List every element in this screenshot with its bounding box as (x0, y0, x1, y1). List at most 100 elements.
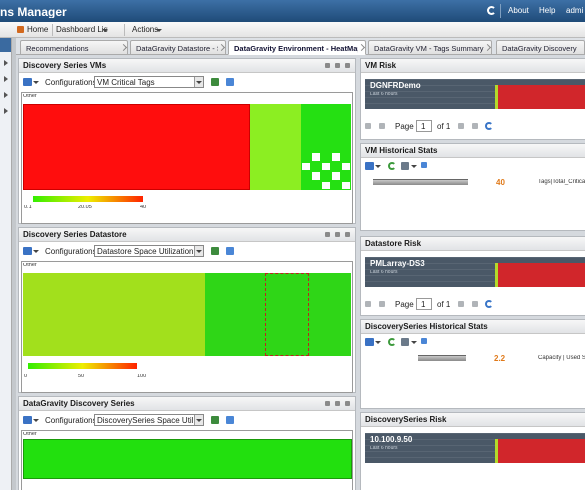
panel-tool[interactable] (325, 63, 330, 68)
tab-close[interactable] (357, 43, 366, 52)
panel-tool[interactable] (335, 401, 340, 406)
pager-nav[interactable] (365, 301, 371, 307)
option-icon[interactable] (421, 338, 427, 344)
dropdown-arrow (411, 165, 417, 168)
home-button[interactable]: Home (27, 26, 49, 34)
header-link[interactable]: admi (566, 7, 584, 15)
panel-tool[interactable] (345, 401, 350, 406)
config-select[interactable]: Datastore Space Utilization (94, 245, 204, 257)
panel-tool[interactable] (345, 232, 350, 237)
tab[interactable]: DataGravity Environment - HeatMaps (228, 40, 366, 55)
refresh-icon[interactable] (388, 162, 396, 170)
top-header: ns Manager About Help admi (0, 0, 585, 22)
config-select[interactable]: DiscoverySeries Space Utilizati (94, 414, 204, 426)
panel-title: VM Historical Stats (365, 147, 438, 155)
risk-ok (495, 439, 498, 463)
dropdown-arrow (33, 250, 39, 253)
panel-tool[interactable] (335, 63, 340, 68)
dropdown-arrow (156, 29, 162, 32)
dashboard-list-menu[interactable]: Dashboard List (56, 26, 108, 34)
configure-icon[interactable] (365, 338, 374, 346)
tab[interactable]: Recommendations (20, 40, 128, 55)
heatmap-group-label: Other (23, 432, 37, 437)
time-icon[interactable] (401, 338, 409, 346)
legend-tick: 100 (137, 374, 147, 379)
pager-nav[interactable] (379, 301, 385, 307)
tab-close[interactable] (217, 43, 226, 52)
panel-tool[interactable] (325, 232, 330, 237)
config-label: Configurations: (45, 248, 95, 256)
config-select[interactable]: VM Critical Tags (94, 76, 204, 88)
pager-nav[interactable] (472, 301, 478, 307)
dropdown-arrow (196, 419, 202, 422)
stat-metric: Capacity | Used Sp (538, 355, 585, 361)
panel-tool[interactable] (345, 63, 350, 68)
dropdown-arrow (196, 81, 202, 84)
pager-nav[interactable] (472, 123, 478, 129)
chart-period: Last 6 hours (370, 446, 398, 451)
configure-icon[interactable] (23, 247, 32, 255)
chart-period: Last 6 hours (370, 270, 398, 275)
tab-label: Recommendations (26, 45, 89, 53)
panel: DiscoverySeries Historical Stats 2.2 Capac… (360, 319, 585, 409)
refresh-icon[interactable] (487, 6, 496, 15)
tab[interactable]: DataGravity Datastore - Summary (130, 40, 226, 55)
page-total: of 1 (437, 123, 451, 131)
configure-icon[interactable] (23, 78, 32, 86)
export-icon[interactable] (211, 78, 219, 86)
export-icon[interactable] (211, 416, 219, 424)
pager-nav[interactable] (458, 301, 464, 307)
panel-tool[interactable] (325, 401, 330, 406)
refresh-icon[interactable] (388, 338, 396, 346)
nav-expander[interactable] (4, 60, 8, 66)
heatmap-frame: Other 0.1 20.05 40 (21, 92, 353, 224)
pager: Page 1 of 1 (361, 297, 585, 313)
risk-chart: 10.100.9.50 Last 6 hours (365, 433, 585, 463)
page-number: 1 (421, 301, 426, 309)
nav-expander[interactable] (4, 76, 8, 82)
pager-refresh[interactable] (485, 300, 493, 308)
tab[interactable]: DataGravity VM - Tags Summary (368, 40, 492, 55)
tab-close[interactable] (119, 43, 128, 52)
tab-close[interactable] (483, 43, 492, 52)
pager-nav[interactable] (365, 123, 371, 129)
copy-icon[interactable] (226, 247, 234, 255)
config-label: Configurations: (45, 79, 95, 87)
export-icon[interactable] (211, 247, 219, 255)
pager-nav[interactable] (379, 123, 385, 129)
header-link[interactable]: About (508, 7, 529, 15)
panel-title: DiscoverySeries Historical Stats (365, 323, 488, 331)
panel-title: DataGravity Discovery Series (23, 400, 135, 408)
chart-entity: DGNFRDemo (370, 82, 421, 90)
actions-menu[interactable]: Actions (132, 26, 159, 34)
pager-nav[interactable] (458, 123, 464, 129)
legend-tick: 0.1 (24, 205, 32, 210)
heatmap-frame: Other 0 50 100 (21, 261, 353, 393)
configure-icon[interactable] (365, 162, 374, 170)
separator (500, 4, 501, 18)
copy-icon[interactable] (226, 416, 234, 424)
heat-cell-selected[interactable] (265, 273, 309, 356)
copy-icon[interactable] (226, 78, 234, 86)
nav-expander[interactable] (4, 108, 8, 114)
config-value: Datastore Space Utilization (97, 248, 193, 256)
dropdown-arrow (411, 341, 417, 344)
nav-expander[interactable] (4, 92, 8, 98)
dropdown-arrow (375, 341, 381, 344)
panel-tool[interactable] (335, 232, 340, 237)
home-icon[interactable] (17, 26, 24, 33)
app-title: ns Manager (0, 6, 67, 18)
tab[interactable]: DataGravity Discovery Seri (496, 40, 585, 55)
header-link[interactable]: Help (539, 7, 556, 15)
separator (124, 24, 125, 36)
toolbar: Home Dashboard List Actions (0, 22, 585, 38)
option-icon[interactable] (421, 162, 427, 168)
legend-tick: 0 (24, 374, 28, 379)
page-input[interactable]: 1 (416, 120, 432, 132)
page-input[interactable]: 1 (416, 298, 432, 310)
time-icon[interactable] (401, 162, 409, 170)
panel: Datastore Risk PMLarray-DS3 Last 6 hours Pa… (360, 236, 585, 316)
configure-icon[interactable] (23, 416, 32, 424)
pager-refresh[interactable] (485, 122, 493, 130)
panel-title: Discovery Series Datastore (23, 231, 127, 239)
